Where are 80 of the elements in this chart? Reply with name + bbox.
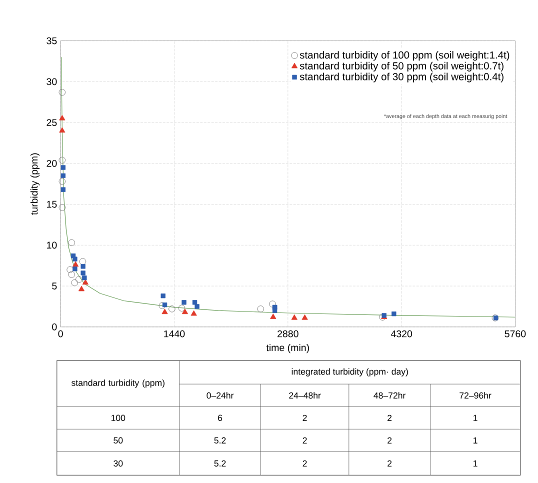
point [392,311,396,316]
point [160,293,166,298]
y-tick-label: 35 [46,37,57,44]
text: 2 [302,460,307,466]
text: 1 [474,460,478,466]
point [68,239,75,246]
point [59,127,66,133]
text: 2 [302,414,307,421]
x-tick-label: 0 [58,330,63,338]
point [68,271,75,278]
text: 1 [474,414,478,421]
point [58,156,66,164]
point [291,314,298,320]
legend-label: standard turbidity of 30 ppm (soil weight:0.4t) [300,72,504,82]
y-tick-label: 20 [46,160,57,167]
point [58,178,66,185]
point [76,276,82,283]
text: integrated turbidity (ppm· day) [292,368,408,376]
point [302,314,308,320]
y-tick-label: 15 [47,200,57,208]
point [59,114,66,120]
y-tick-label: 5 [52,282,57,290]
point [72,256,78,262]
text: 48–72hr [374,392,406,399]
point [194,304,200,309]
text: 0–24hr [206,392,234,399]
point [182,300,186,305]
x-tick-label: 4320 [390,330,412,338]
text: 24–48hr [289,392,321,399]
text: 2 [388,414,392,421]
text: 2 [388,437,392,444]
legend-label: standard turbidity of 50 ppm (soil weight:0.7t) [300,62,504,72]
point [79,258,86,265]
y-tick-label: 25 [46,119,57,126]
point [66,266,74,274]
y-tick-label: 0 [52,323,57,330]
point [272,308,278,313]
point [80,270,86,276]
point [190,310,197,316]
y-tick-label: 10 [47,242,57,249]
x-tick-label: 5760 [504,330,526,338]
text: 1 [474,437,478,444]
text: 2 [388,460,392,466]
point [72,261,79,267]
text: 30 [114,460,123,467]
text: 100 [111,414,126,421]
legend-label: standard turbidity of 100 ppm (soil weight:1.4t) [300,51,510,61]
point [168,306,176,312]
point [192,300,198,305]
text: 5.2 [214,460,226,467]
point [269,300,276,308]
x-tick-label: 2880 [278,330,298,338]
text: 6 [218,414,222,421]
point [82,276,87,280]
point [182,308,188,314]
point [60,165,66,170]
point [162,308,168,314]
text: 50 [114,437,123,444]
point [72,266,78,272]
point [71,279,78,286]
point [270,314,276,319]
point [82,279,89,285]
x-axis-title: time (min) [266,344,309,354]
text: standard turbidity (ppm) [72,379,164,388]
point [178,304,186,312]
x-tick-label: 1440 [164,330,185,338]
y-axis-title: turbidity (ppm) [30,153,40,215]
y-tick-label: 30 [46,78,57,86]
point [60,173,66,178]
point [58,88,66,96]
text: 2 [302,437,307,444]
point [162,302,168,308]
text: 5.2 [214,437,226,444]
point [78,286,85,292]
point [80,264,86,269]
text: 72–96hr [460,392,492,399]
point [158,302,166,310]
point [58,204,66,211]
point [257,306,264,312]
point [60,187,66,192]
